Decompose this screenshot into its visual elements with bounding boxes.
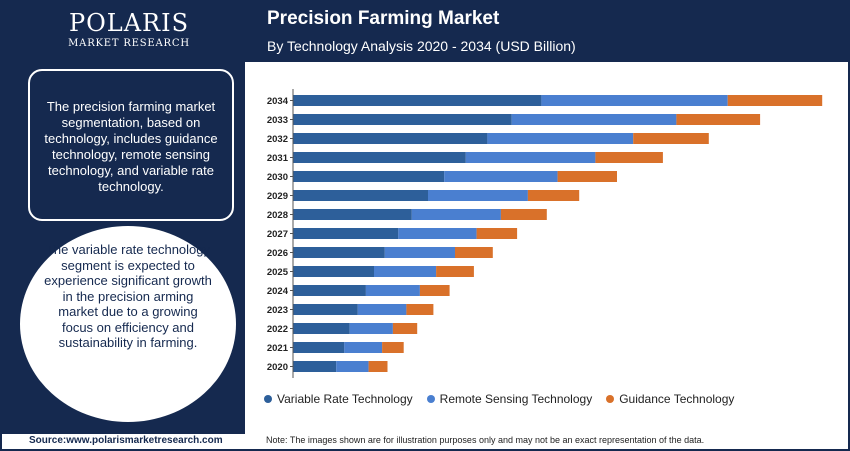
bar-2021-series-0 <box>293 342 345 353</box>
y-tick-label-2029: 2029 <box>267 191 288 202</box>
legend-label-remote-sensing: Remote Sensing Technology <box>439 392 593 406</box>
bar-2033-series-2 <box>676 114 761 125</box>
bar-2031-series-1 <box>465 152 596 163</box>
bar-2025-series-0 <box>293 266 374 277</box>
bar-2022-series-0 <box>293 323 350 334</box>
y-tick-label-2021: 2021 <box>267 343 289 354</box>
y-tick-label-2024: 2024 <box>267 286 289 297</box>
bar-2034-series-1 <box>541 95 728 106</box>
legend-item-remote-sensing: Remote Sensing Technology <box>426 392 593 406</box>
bar-2021-series-1 <box>344 342 383 353</box>
bar-2022-series-2 <box>392 323 418 334</box>
bar-2025-series-1 <box>374 266 437 277</box>
bar-2029-series-0 <box>293 190 428 201</box>
y-tick-label-2034: 2034 <box>267 96 289 107</box>
y-tick-label-2023: 2023 <box>267 305 288 316</box>
bar-2020-series-0 <box>293 361 337 372</box>
bar-2030-series-2 <box>557 171 617 182</box>
y-tick-label-2027: 2027 <box>267 229 288 240</box>
bar-2020-series-1 <box>336 361 369 372</box>
bar-2031-series-2 <box>595 152 663 163</box>
bar-2033-series-1 <box>511 114 677 125</box>
bar-2023-series-0 <box>293 304 358 315</box>
plot-area: 2034 2033 2032 2031 2030 2029 2028 2027 2026 2025… <box>267 89 823 378</box>
legend-label-variable-rate: Variable Rate Technology <box>277 392 413 406</box>
bar-2034-series-2 <box>727 95 823 106</box>
bar-2030-series-1 <box>444 171 558 182</box>
y-tick-label-2033: 2033 <box>267 115 288 126</box>
bar-2026-series-0 <box>293 247 385 258</box>
chart-subtitle: By Technology Analysis 2020 - 2034 (USD … <box>267 38 576 54</box>
bar-2032-series-0 <box>293 133 488 144</box>
legend-marker-remote-sensing <box>426 395 435 403</box>
bar-2022-series-1 <box>349 323 393 334</box>
bar-2025-series-2 <box>436 266 474 277</box>
legend-marker-guidance <box>606 395 615 403</box>
bar-2028-series-2 <box>500 209 547 220</box>
chart-title: Precision Farming Market <box>267 8 500 29</box>
segmentation-info-box: The precision farming market segmentatio… <box>28 69 234 221</box>
bar-2026-series-2 <box>455 247 493 258</box>
y-tick-label-2020: 2020 <box>267 362 288 373</box>
logo: POLARIS MARKET RESEARCH <box>64 10 194 49</box>
legend-marker-variable-rate <box>264 395 272 403</box>
bar-2020-series-2 <box>368 361 388 372</box>
bar-2028-series-0 <box>293 209 412 220</box>
bar-2029-series-2 <box>527 190 580 201</box>
bar-2027-series-2 <box>476 228 518 239</box>
bar-2032-series-1 <box>487 133 634 144</box>
bar-2027-series-1 <box>398 228 477 239</box>
bar-2024-series-1 <box>365 285 420 296</box>
legend-item-guidance: Guidance Technology <box>606 392 734 406</box>
highlight-circle <box>20 226 236 422</box>
bar-2028-series-1 <box>411 209 501 220</box>
bar-2031-series-0 <box>293 152 466 163</box>
y-tick-label-2025: 2025 <box>267 267 289 278</box>
legend-item-variable-rate: Variable Rate Technology <box>264 392 413 406</box>
bar-2023-series-2 <box>406 304 434 315</box>
chart-legend: Variable Rate Technology Remote Sensing … <box>264 392 748 406</box>
logo-subtitle: MARKET RESEARCH <box>68 38 190 49</box>
bar-2024-series-2 <box>419 285 450 296</box>
bar-2023-series-1 <box>357 304 407 315</box>
legend-label-guidance: Guidance Technology <box>619 392 735 406</box>
highlight-text: The variable rate technology segment is … <box>44 242 212 350</box>
bar-2024-series-0 <box>293 285 366 296</box>
logo-name: POLARIS <box>68 9 190 37</box>
bar-2034-series-0 <box>293 95 542 106</box>
y-tick-label-2028: 2028 <box>267 210 288 221</box>
y-tick-label-2032: 2032 <box>267 134 288 145</box>
bar-2027-series-0 <box>293 228 399 239</box>
y-tick-label-2030: 2030 <box>267 172 288 183</box>
bar-2032-series-2 <box>633 133 709 144</box>
bar-2021-series-2 <box>382 342 404 353</box>
bar-2030-series-0 <box>293 171 445 182</box>
bar-2033-series-0 <box>293 114 512 125</box>
y-tick-label-2022: 2022 <box>267 324 288 335</box>
disclaimer-note: Note: The images shown are for illustrat… <box>266 435 705 445</box>
chart-header: Precision Farming Market By Technology A… <box>245 2 848 62</box>
stacked-bar-chart: 2034 2033 2032 2031 2030 2029 2028 2027 2026 2025… <box>267 89 823 378</box>
bar-2029-series-1 <box>428 190 528 201</box>
source-credit: Source:www.polarismarketresearch.com <box>29 435 223 446</box>
y-tick-label-2026: 2026 <box>267 248 288 259</box>
y-tick-label-2031: 2031 <box>267 153 289 164</box>
bar-2026-series-1 <box>384 247 455 258</box>
